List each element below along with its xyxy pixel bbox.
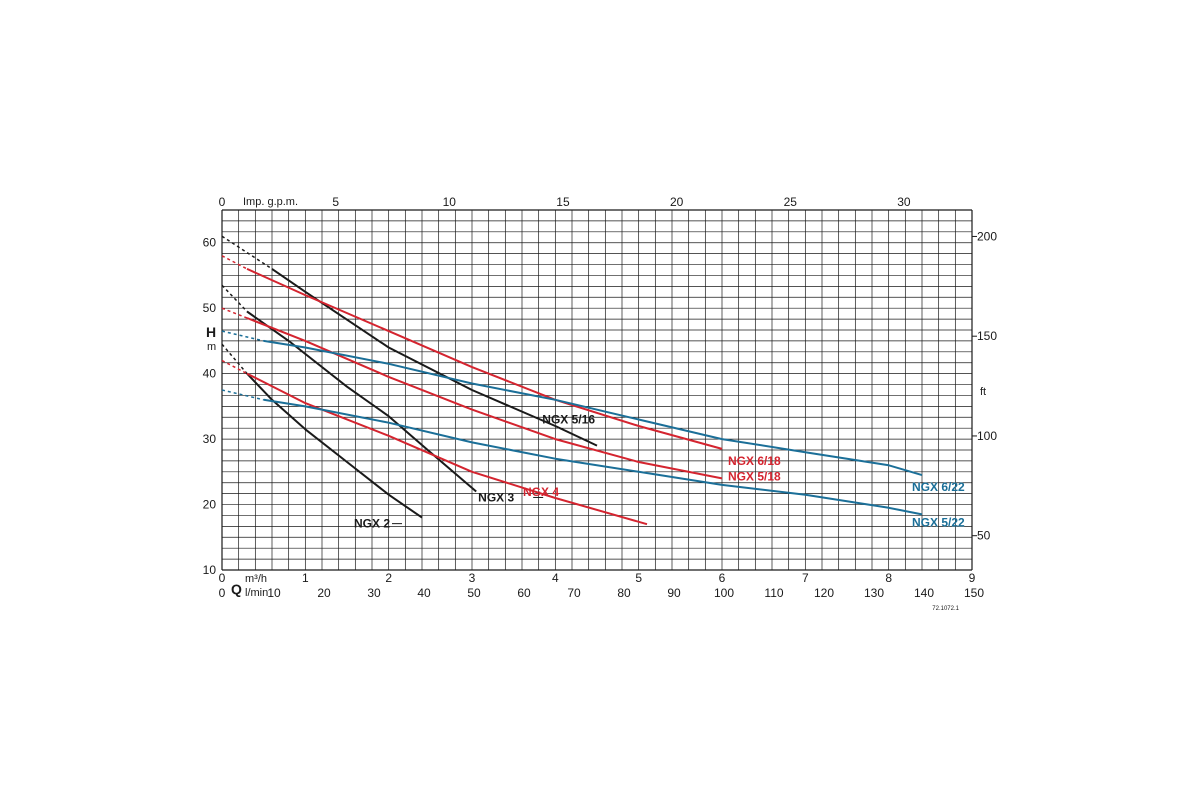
top-tick-igpm: 10 <box>443 195 457 209</box>
x-tick-m3h: 2 <box>385 571 392 585</box>
reference-code: 72.1072.1 <box>932 606 959 612</box>
x-tick-lmin: 30 <box>367 586 381 600</box>
x-tick-m3h: 9 <box>969 571 976 585</box>
y-tick-m: 30 <box>203 432 217 446</box>
y-tick-ft: 100 <box>977 429 997 443</box>
y-axis-symbol: H <box>206 324 216 340</box>
y-tick-ft: 200 <box>977 229 997 243</box>
series-label: NGX 2 <box>354 517 390 531</box>
x-tick-m3h: 5 <box>635 571 642 585</box>
series-line <box>246 372 423 519</box>
axis-ticks: 0 1 2 3 4 5 6 7 8 90 10 20 30 40 50 60 70 80 90 100 110 120 13… <box>203 195 998 600</box>
x-tick-m3h: 3 <box>469 571 476 585</box>
x-tick-lmin: 130 <box>864 586 884 600</box>
top-tick-igpm: 20 <box>670 195 684 209</box>
top-tick-igpm: 5 <box>332 195 339 209</box>
x-tick-m3h: 6 <box>719 571 726 585</box>
x-tick-lmin: 110 <box>764 586 783 600</box>
x-tick-m3h: 1 <box>302 571 309 585</box>
x-tick-lmin: 0 <box>219 586 226 600</box>
x-tick-m3h: 4 <box>552 571 559 585</box>
series-label: NGX 6/22 <box>912 480 965 494</box>
x-tick-m3h: 8 <box>885 571 892 585</box>
series-label: NGX 4 <box>523 485 559 499</box>
y-tick-ft: 150 <box>977 329 997 343</box>
series-extrapolation <box>221 343 248 375</box>
y-tick-m: 40 <box>203 367 217 381</box>
x-tick-lmin: 10 <box>267 586 281 600</box>
series-line <box>263 339 923 477</box>
series-extrapolation <box>221 330 264 342</box>
top-tick-igpm: 30 <box>897 195 911 209</box>
axis-labels: Imp. g.p.m. H m ft Q m³/h l/min 72.1072.… <box>206 196 986 612</box>
x-tick-lmin: 80 <box>617 586 631 600</box>
series-label: NGX 3 <box>478 490 514 504</box>
y-tick-m: 20 <box>203 498 217 512</box>
x-tick-m3h: 0 <box>219 571 226 585</box>
series-extrapolation <box>221 235 273 270</box>
series-label: NGX 5/18 <box>728 469 781 483</box>
right-axis-unit: ft <box>980 386 986 398</box>
x-tick-lmin: 60 <box>517 586 531 600</box>
x-tick-lmin: 20 <box>317 586 331 600</box>
x-tick-lmin: 100 <box>714 586 734 600</box>
top-tick-igpm: 25 <box>784 195 798 209</box>
series-line <box>271 268 598 447</box>
series-label: NGX 6/18 <box>728 454 781 468</box>
x-tick-lmin: 150 <box>964 586 984 600</box>
series-extrapolation <box>221 284 248 313</box>
series-label: NGX 5/22 <box>912 515 965 529</box>
y-axis-unit: m <box>207 341 216 353</box>
chart-series <box>221 235 923 526</box>
x-tick-m3h: 7 <box>802 571 809 585</box>
series-line <box>246 317 723 480</box>
x-axis-symbol: Q <box>231 581 242 597</box>
x-tick-lmin: 120 <box>814 586 834 600</box>
top-tick-igpm: 15 <box>556 195 570 209</box>
x-tick-lmin: 40 <box>417 586 431 600</box>
x-tick-lmin: 90 <box>667 586 681 600</box>
series-extrapolation <box>221 389 264 401</box>
series-line <box>246 310 477 493</box>
y-tick-ft: 50 <box>977 529 991 543</box>
series-extrapolation <box>221 307 248 319</box>
series-extrapolation <box>221 359 248 375</box>
x-axis-unit-secondary: l/min <box>245 587 268 599</box>
x-tick-lmin: 50 <box>467 586 481 600</box>
series-line <box>246 267 723 450</box>
series-line <box>246 372 648 526</box>
y-tick-m: 10 <box>203 563 217 577</box>
x-tick-lmin: 140 <box>914 586 934 600</box>
x-axis-unit-primary: m³/h <box>245 573 267 585</box>
y-tick-m: 60 <box>203 236 217 250</box>
series-line <box>263 398 923 516</box>
top-tick-igpm: 0 <box>219 195 226 209</box>
series-label: NGX 5/16 <box>542 413 595 427</box>
series-extrapolation <box>221 255 248 270</box>
x-tick-lmin: 70 <box>567 586 581 600</box>
top-axis-unit: Imp. g.p.m. <box>243 196 298 208</box>
y-tick-m: 50 <box>203 301 217 315</box>
